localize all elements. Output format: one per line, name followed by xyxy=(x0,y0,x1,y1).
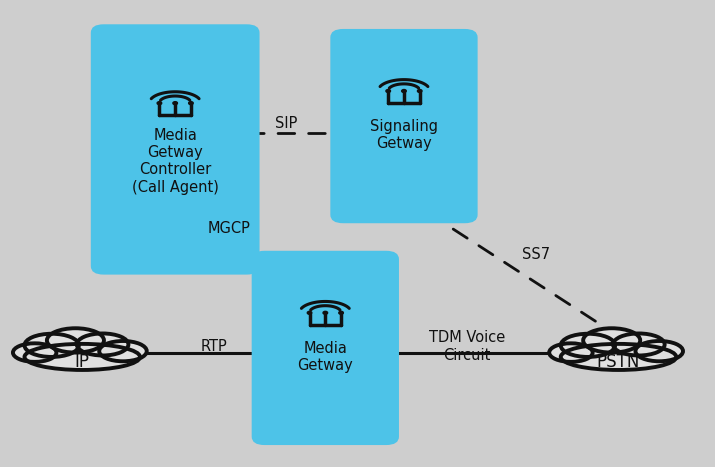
Text: PSTN: PSTN xyxy=(597,353,640,371)
Circle shape xyxy=(189,102,193,105)
Ellipse shape xyxy=(636,341,683,361)
Text: SS7: SS7 xyxy=(522,247,550,262)
Ellipse shape xyxy=(77,333,129,355)
Text: Media
Getway: Media Getway xyxy=(297,340,353,373)
Text: MGCP: MGCP xyxy=(207,221,250,236)
Ellipse shape xyxy=(24,334,79,357)
Circle shape xyxy=(323,311,327,314)
Ellipse shape xyxy=(583,328,640,353)
Text: SIP: SIP xyxy=(275,116,297,131)
Circle shape xyxy=(402,90,406,92)
FancyBboxPatch shape xyxy=(252,251,399,445)
FancyBboxPatch shape xyxy=(91,24,260,275)
Ellipse shape xyxy=(549,343,593,362)
Text: Media
Getway
Controller
(Call Agent): Media Getway Controller (Call Agent) xyxy=(132,127,219,195)
Circle shape xyxy=(307,311,312,314)
Ellipse shape xyxy=(613,333,665,355)
Circle shape xyxy=(157,102,162,105)
Text: TDM Voice
Circuit: TDM Voice Circuit xyxy=(429,330,506,363)
FancyBboxPatch shape xyxy=(330,29,478,223)
Text: RTP: RTP xyxy=(200,339,227,354)
Ellipse shape xyxy=(47,328,104,353)
Circle shape xyxy=(173,102,177,105)
Text: IP: IP xyxy=(75,353,89,371)
Text: Signaling
Getway: Signaling Getway xyxy=(370,119,438,151)
Circle shape xyxy=(386,90,390,92)
Ellipse shape xyxy=(561,334,615,357)
Ellipse shape xyxy=(99,341,147,361)
Ellipse shape xyxy=(13,343,56,362)
Circle shape xyxy=(339,311,343,314)
Ellipse shape xyxy=(561,344,676,370)
Circle shape xyxy=(418,90,422,92)
Ellipse shape xyxy=(24,344,140,370)
